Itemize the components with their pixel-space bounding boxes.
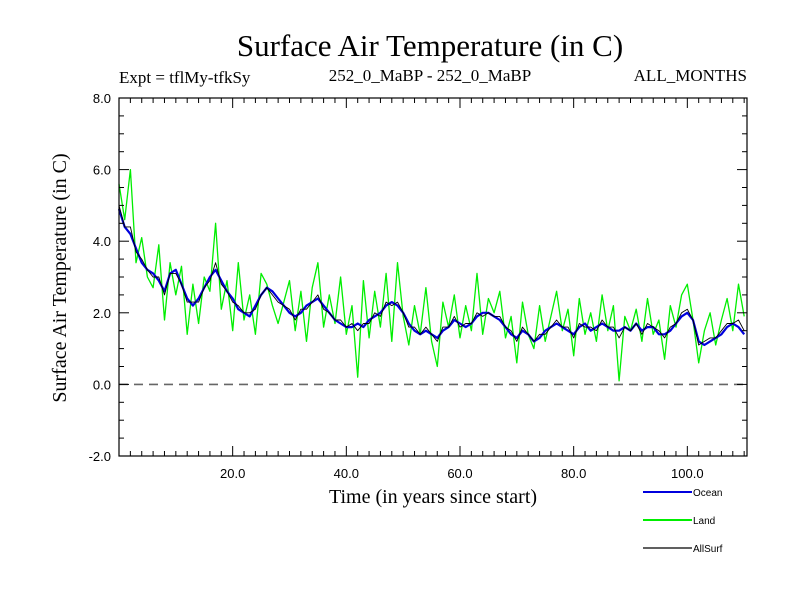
y-tick-label: 8.0 (93, 91, 111, 106)
y-tick-label: 0.0 (93, 377, 111, 392)
y-tick-label: 6.0 (93, 163, 111, 178)
y-tick-label: 2.0 (93, 306, 111, 321)
chart-title: Surface Air Temperature (in C) (237, 28, 623, 63)
x-tick-label: 80.0 (561, 466, 586, 481)
x-tick-label: 40.0 (334, 466, 359, 481)
series-line-ocean (117, 208, 746, 347)
legend-label-land: Land (693, 516, 715, 527)
y-tick-label: 4.0 (93, 234, 111, 249)
series-line-land (118, 168, 745, 382)
legend-label-ocean: Ocean (693, 488, 722, 499)
plot-frame (118, 97, 748, 457)
subtitle-center: 252_0_MaBP - 252_0_MaBP (329, 66, 531, 85)
series-layer (117, 168, 746, 382)
x-tick-label: 20.0 (220, 466, 245, 481)
legend: Ocean Land AllSurf (643, 488, 723, 555)
subtitle-left: Expt = tflMy-tfkSy (119, 68, 251, 87)
x-tick-label: 100.0 (671, 466, 704, 481)
subtitle-right: ALL_MONTHS (634, 66, 747, 85)
x-axis-label: Time (in years since start) (329, 486, 537, 508)
x-tick-label: 60.0 (447, 466, 472, 481)
y-axis-label: Surface Air Temperature (in C) (49, 153, 71, 402)
y-tick-label: -2.0 (89, 449, 111, 464)
legend-label-allsurf: AllSurf (693, 544, 723, 555)
axis-layer: 20.0 40.0 60.0 80.0 100.0 -2.0 0.0 2.0 4.0 6.0 8.0 (89, 91, 748, 481)
series-line-allsurf (118, 205, 745, 346)
